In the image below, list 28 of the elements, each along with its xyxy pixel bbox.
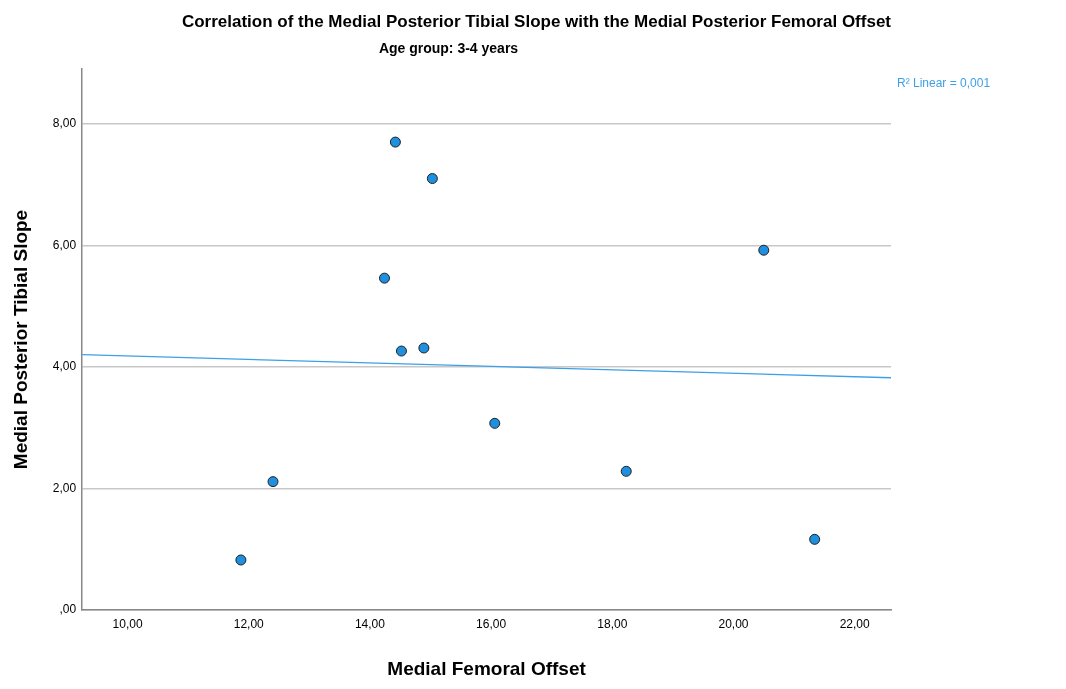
point — [389, 136, 401, 148]
point — [758, 244, 770, 256]
x-tick-label: 18,00 — [597, 617, 628, 632]
x-tick-label: 20,00 — [718, 617, 749, 632]
chart-subtitle: Age group: 3-4 years — [378, 39, 519, 56]
point — [267, 476, 279, 488]
point — [418, 342, 430, 354]
x-tick-label: 10,00 — [112, 617, 143, 632]
x-tick-label: 16,00 — [476, 617, 507, 632]
y-tick-label: 2,00 — [52, 480, 77, 495]
point — [235, 554, 247, 566]
point — [395, 345, 407, 357]
x-tick-label: 12,00 — [233, 617, 265, 632]
y-tick-label: 6,00 — [52, 237, 77, 252]
chart-title: Correlation of the Medial Posterior Tibial Slope with the Medial Posterior Femoral Offset — [181, 11, 892, 31]
point — [426, 173, 438, 185]
y-tick-label: ,00 — [59, 602, 77, 617]
x-tick-label: 14,00 — [354, 617, 386, 632]
point — [809, 533, 821, 545]
text: R² Linear = 0,001 — [897, 75, 991, 90]
point — [378, 272, 390, 284]
x-tick-label: 22,00 — [839, 617, 870, 632]
y-tick-label: 4,00 — [52, 359, 77, 374]
y-tick-label: 8,00 — [52, 116, 77, 131]
point — [489, 417, 501, 429]
x-axis-title: Medial Femoral Offset — [387, 657, 587, 679]
y-axis-title: Medial Posterior Tibial Slope — [9, 209, 31, 470]
point — [620, 465, 632, 477]
